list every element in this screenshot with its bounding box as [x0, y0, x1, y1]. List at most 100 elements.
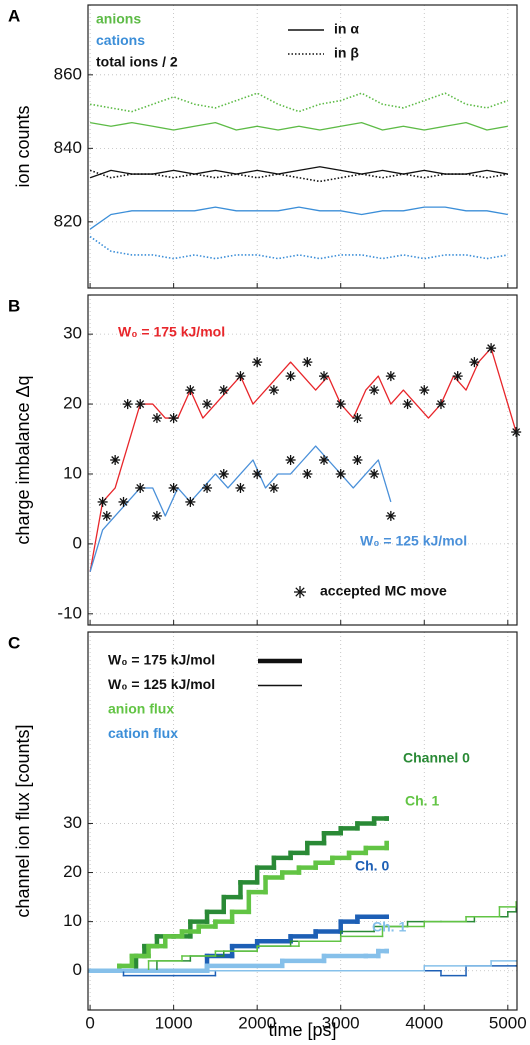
mc-move-marker: [235, 371, 246, 382]
mc-move-marker: [335, 468, 346, 479]
y-tick-label: 820: [54, 211, 82, 230]
marker-stroke: [303, 358, 312, 367]
y-tick-label: 860: [54, 64, 82, 83]
marker-stroke: [236, 484, 245, 492]
mc-move-marker: [122, 399, 133, 410]
y-tick-label: 20: [63, 394, 82, 413]
marker-stroke: [336, 400, 345, 409]
marker-stroke: [236, 372, 245, 381]
mc-move-marker: [452, 371, 463, 382]
legend-label: W₀ = 175 kJ/mol: [108, 652, 215, 668]
y-tick-label: 0: [73, 533, 82, 552]
y-axis-label: channel ion flux [counts]: [13, 724, 33, 917]
marker-stroke: [169, 484, 178, 492]
y-tick-label: 20: [63, 862, 82, 881]
marker-stroke: [136, 400, 145, 409]
series-line: [89, 235, 508, 260]
marker-stroke: [269, 386, 278, 395]
mc-move-marker: [118, 496, 129, 507]
x-tick-label: 0: [85, 1013, 94, 1032]
series-line: [89, 121, 508, 131]
marker-stroke: [253, 358, 262, 367]
y-tick-label: -10: [57, 603, 82, 622]
marker-stroke: [253, 470, 262, 478]
marker-stroke: [470, 358, 479, 367]
mc-move-marker: [168, 413, 179, 424]
y-axis-label: ion counts: [13, 105, 33, 187]
mc-move-marker: [352, 455, 363, 465]
mc-move-marker: [218, 385, 229, 396]
marker-stroke: [303, 470, 312, 478]
panel-letter: A: [8, 6, 20, 25]
x-tick-label: 3000: [322, 1013, 360, 1032]
legend-label: cations: [96, 32, 145, 48]
marker-stroke: [186, 386, 195, 395]
marker-stroke: [102, 511, 111, 520]
legend-label: accepted MC move: [320, 583, 447, 599]
mc-move-marker: [469, 357, 480, 368]
mc-move-marker: [268, 482, 279, 493]
marker-stroke: [437, 400, 445, 409]
mc-move-marker: [252, 357, 263, 368]
marker-stroke: [453, 372, 462, 381]
mc-move-marker: [202, 482, 213, 493]
marker-stroke: [353, 456, 362, 464]
legend-label: W₀ = 125 kJ/mol: [108, 676, 215, 692]
mc-move-marker: [319, 371, 330, 382]
mc-move-marker: [235, 482, 246, 493]
marker-stroke: [119, 497, 128, 506]
series-label: W₀ = 125 kJ/mol: [360, 533, 467, 549]
y-tick-label: 10: [63, 463, 82, 482]
marker-stroke: [295, 587, 305, 597]
mc-move-marker: [285, 371, 296, 382]
mc-move-marker: [252, 468, 263, 479]
marker-stroke: [203, 400, 212, 409]
marker-stroke: [219, 386, 228, 395]
plot-frame: [87, 631, 518, 1011]
marker-stroke: [320, 456, 328, 464]
mc-move-marker: [168, 482, 179, 493]
panel-letter: B: [8, 296, 20, 315]
legend-label: anion flux: [108, 701, 174, 717]
mc-move-marker: [402, 399, 413, 410]
marker-stroke: [370, 386, 379, 395]
series-line: [89, 92, 509, 113]
mc-move-marker: [268, 385, 279, 396]
plot-frame: [87, 294, 518, 626]
y-tick-label: 10: [63, 911, 82, 930]
marker-stroke: [286, 372, 295, 381]
mc-move-marker: [335, 399, 346, 410]
mc-move-marker: [419, 385, 430, 396]
mc-move-marker: [319, 455, 330, 465]
marker-stroke: [269, 484, 278, 492]
marker-stroke: [386, 511, 395, 520]
marker-stroke: [169, 414, 178, 423]
marker-stroke: [98, 497, 107, 506]
marker-stroke: [370, 470, 379, 478]
series-line: [89, 169, 508, 183]
mc-move-marker: [135, 482, 146, 493]
annotation: Ch. 0: [355, 858, 389, 874]
series-line: [89, 206, 508, 230]
mc-move-marker: [385, 371, 396, 382]
marker-stroke: [487, 344, 496, 353]
mc-move-marker: [369, 385, 380, 396]
marker-stroke: [353, 414, 362, 423]
mc-move-marker: [385, 510, 396, 521]
x-tick-label: 4000: [405, 1013, 443, 1032]
marker-stroke: [203, 484, 212, 492]
marker-stroke: [320, 372, 328, 381]
marker-stroke: [386, 372, 395, 381]
mc-move-marker: [435, 399, 446, 410]
marker-stroke: [336, 470, 345, 478]
mc-move-marker: [352, 413, 363, 424]
mc-move-marker: [151, 510, 162, 521]
legend-label: cation flux: [108, 725, 178, 741]
y-tick-label: 30: [63, 813, 82, 832]
mc-move-marker: [101, 510, 112, 521]
mc-move-marker: [369, 468, 380, 479]
mc-move-marker: [185, 385, 196, 396]
mc-move-marker: [135, 399, 146, 410]
